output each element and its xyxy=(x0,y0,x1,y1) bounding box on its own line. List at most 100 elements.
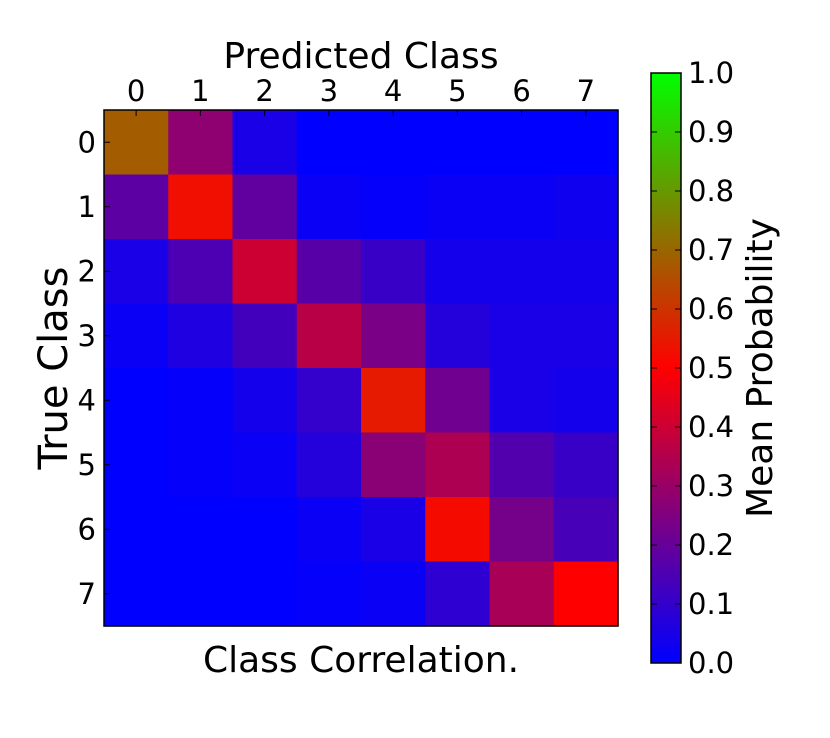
heatmap-cell xyxy=(168,303,234,369)
x-tick-label: 5 xyxy=(448,74,466,108)
colorbar-tick-label: 0.9 xyxy=(688,115,734,149)
colorbar-tick-label: 0.5 xyxy=(688,351,734,385)
heatmap-cell xyxy=(168,497,234,563)
heatmap-cell xyxy=(425,110,491,176)
x-tick-label: 1 xyxy=(191,74,209,108)
heatmap-cell xyxy=(489,561,555,627)
heatmap-cell xyxy=(104,432,169,498)
heatmap-cell xyxy=(104,303,169,369)
heatmap-cell xyxy=(168,239,234,305)
heatmap-cell xyxy=(361,561,426,627)
heatmap-cell xyxy=(553,432,619,498)
x-tick-label: 0 xyxy=(127,74,145,108)
y-tick-label: 1 xyxy=(78,190,96,224)
heatmap-cell xyxy=(104,561,169,627)
heatmap-cell xyxy=(104,239,169,305)
heatmap-cell xyxy=(232,239,298,305)
heatmap-cell xyxy=(425,497,491,563)
heatmap-cell xyxy=(296,368,362,434)
y-tick-label: 2 xyxy=(78,254,96,288)
heatmap-cell xyxy=(361,303,426,369)
heatmap-cell xyxy=(489,432,555,498)
heatmap-cell xyxy=(489,110,555,176)
heatmap-cell xyxy=(489,174,555,240)
heatmap-cell xyxy=(361,497,426,563)
heatmap-cell xyxy=(168,368,234,434)
colorbar-tick-label: 0.3 xyxy=(688,469,734,503)
heatmap-cell xyxy=(168,174,234,240)
heatmap-cell xyxy=(553,303,619,369)
heatmap-cell xyxy=(232,174,298,240)
heatmap-cell xyxy=(489,303,555,369)
heatmap-cell xyxy=(553,368,619,434)
y-tick-label: 0 xyxy=(78,125,96,159)
heatmap-cell xyxy=(104,368,169,434)
heatmap-cell xyxy=(104,497,169,563)
heatmap-cell xyxy=(232,110,298,176)
heatmap-cell xyxy=(361,110,426,176)
colorbar-tick-label: 0.7 xyxy=(688,233,734,267)
y-tick-label: 5 xyxy=(78,448,96,482)
heatmap-cell xyxy=(425,432,491,498)
heatmap-cell xyxy=(425,174,491,240)
chart-caption: Class Correlation. xyxy=(203,640,519,681)
heatmap-cell xyxy=(553,174,619,240)
heatmap-cell xyxy=(489,239,555,305)
x-tick-labels: 0 1 2 3 4 5 6 7 xyxy=(127,74,595,116)
heatmap-cell xyxy=(296,239,362,305)
colorbar-tick-label: 0.8 xyxy=(688,174,734,208)
heatmap-cell xyxy=(232,368,298,434)
heatmap-cell xyxy=(361,239,426,305)
x-tick-label: 6 xyxy=(512,74,530,108)
heatmap-cell xyxy=(296,432,362,498)
heatmap-cell xyxy=(553,239,619,305)
colorbar-label: Mean Probability xyxy=(740,218,781,518)
heatmap-cell xyxy=(296,110,362,176)
heatmap-cell xyxy=(168,561,234,627)
colorbar-tick-label: 1.0 xyxy=(688,56,734,90)
y-tick-label: 7 xyxy=(78,577,96,611)
heatmap-cell xyxy=(168,432,234,498)
heatmap-cell xyxy=(104,110,169,176)
heatmap-cell xyxy=(553,497,619,563)
heatmap-cell xyxy=(553,110,619,176)
heatmap-cell xyxy=(296,174,362,240)
heatmap-cell xyxy=(489,497,555,563)
x-tick-label: 7 xyxy=(577,74,595,108)
colorbar-ticks: 0.0 0.1 0.2 0.3 0.4 0.5 0.6 0.7 0.8 0.9 1.0 xyxy=(651,56,734,680)
y-tick-label: 6 xyxy=(78,512,96,546)
heatmap-cell xyxy=(232,303,298,369)
heatmap-cell xyxy=(296,303,362,369)
heatmap-cell xyxy=(296,561,362,627)
x-axis-title: Predicted Class xyxy=(223,36,498,77)
heatmap-cell xyxy=(296,497,362,563)
heatmap-cell xyxy=(425,239,491,305)
y-axis-title: True Class xyxy=(31,267,77,471)
heatmap-cell xyxy=(361,174,426,240)
x-tick-label: 2 xyxy=(255,74,273,108)
heatmap-cell xyxy=(361,368,426,434)
plot-frame xyxy=(103,109,619,627)
heatmap-cell xyxy=(425,368,491,434)
heatmap-cell xyxy=(425,303,491,369)
heatmap-cell xyxy=(232,432,298,498)
colorbar-tick-label: 0.6 xyxy=(688,292,734,326)
heatmap-cell xyxy=(104,174,169,240)
heatmap-cell xyxy=(232,497,298,563)
colorbar-tick-label: 0.2 xyxy=(688,528,734,562)
heatmap-cell xyxy=(168,110,234,176)
colorbar-tick-label: 0.0 xyxy=(688,646,734,680)
heatmap-cell xyxy=(361,432,426,498)
y-tick-labels: 0 1 2 3 4 5 6 7 xyxy=(78,125,110,611)
heatmap-cell xyxy=(425,561,491,627)
colorbar-tick-label: 0.1 xyxy=(688,587,734,621)
heatmap-cell xyxy=(232,561,298,627)
y-tick-label: 4 xyxy=(78,383,96,417)
x-tick-label: 4 xyxy=(384,74,402,108)
x-tick-label: 3 xyxy=(320,74,338,108)
y-tick-label: 3 xyxy=(78,319,96,353)
colorbar-tick-label: 0.4 xyxy=(688,410,734,444)
heatmap-cell xyxy=(489,368,555,434)
heatmap-cell xyxy=(553,561,619,627)
